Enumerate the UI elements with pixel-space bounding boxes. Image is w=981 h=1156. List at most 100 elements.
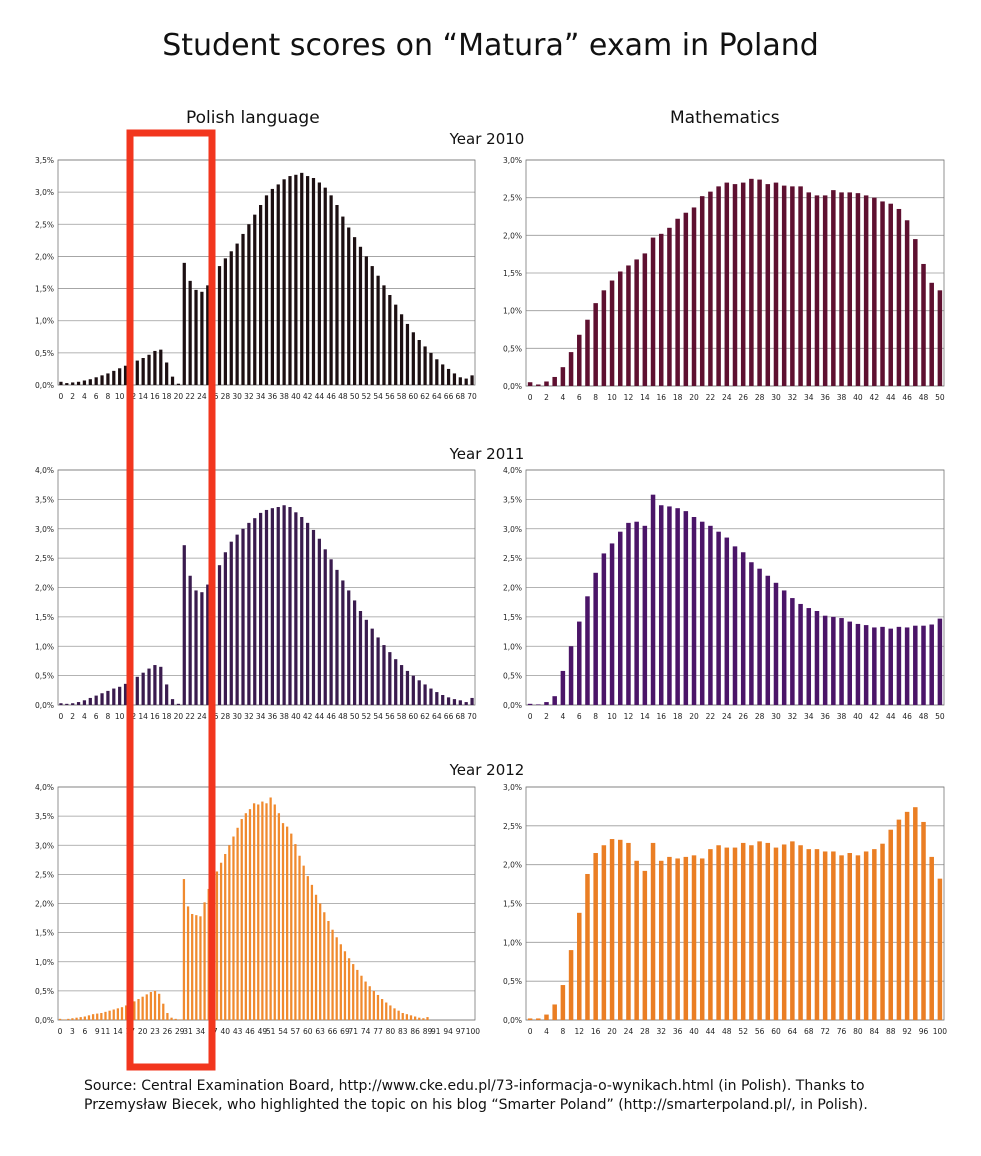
bar — [195, 915, 198, 1020]
x-tick-label: 66 — [444, 712, 454, 721]
x-tick-label: 16 — [150, 392, 160, 401]
y-tick-label: 1,0% — [35, 317, 54, 326]
bar — [76, 702, 81, 705]
bar — [170, 1017, 173, 1020]
bar — [339, 944, 342, 1020]
x-tick-label: 48 — [338, 712, 348, 721]
bar — [343, 951, 347, 1020]
bar — [394, 659, 398, 705]
x-tick-label: 86 — [410, 1027, 420, 1036]
bar — [206, 285, 210, 385]
bar — [265, 803, 268, 1020]
bar — [104, 1011, 107, 1020]
bar — [94, 377, 98, 385]
bar — [773, 582, 779, 705]
x-tick-label: 96 — [919, 1027, 929, 1036]
bar — [642, 870, 648, 1020]
y-tick-label: 0,0% — [503, 382, 522, 391]
bar — [397, 1010, 400, 1020]
bar — [300, 517, 304, 705]
bar — [658, 233, 664, 386]
bar — [176, 383, 181, 385]
bar — [261, 801, 264, 1020]
x-tick-label: 64 — [432, 392, 442, 401]
bar — [335, 937, 338, 1020]
x-tick-label: 50 — [350, 712, 360, 721]
x-tick-label: 6 — [82, 1027, 87, 1036]
page-title: Student scores on “Matura” exam in Polan… — [162, 28, 819, 63]
x-tick-label: 49 — [258, 1027, 268, 1036]
bar — [880, 843, 885, 1020]
bar — [319, 903, 322, 1020]
x-tick-label: 8 — [106, 712, 111, 721]
x-tick-label: 28 — [640, 1027, 650, 1036]
bar — [317, 182, 321, 385]
bar — [798, 603, 803, 705]
bar — [452, 373, 457, 385]
x-tick-label: 0 — [528, 1027, 533, 1036]
x-tick-label: 8 — [560, 1027, 565, 1036]
bar — [112, 688, 116, 705]
bar — [716, 845, 721, 1020]
bar — [650, 237, 656, 386]
y-tick-label: 2,0% — [503, 231, 522, 240]
bar — [153, 990, 157, 1020]
x-tick-label: 6 — [94, 392, 99, 401]
bar — [124, 1005, 128, 1020]
bar — [82, 380, 87, 385]
y-tick-label: 0,5% — [503, 672, 522, 681]
bar — [364, 981, 367, 1020]
bar — [929, 282, 934, 386]
bar — [839, 192, 844, 386]
x-tick-label: 16 — [656, 712, 666, 721]
x-tick-label: 28 — [221, 712, 231, 721]
bar — [552, 1004, 557, 1020]
x-tick-label: 72 — [820, 1027, 830, 1036]
bar — [317, 538, 321, 705]
x-tick-label: 14 — [640, 393, 650, 402]
bar — [806, 849, 812, 1020]
x-tick-label: 16 — [591, 1027, 601, 1036]
y-tick-label: 1,0% — [503, 307, 522, 316]
chart-math-2011: 0,0%0,5%1,0%1,5%2,0%2,5%3,0%3,5%4,0%0 2 4 6… — [503, 466, 945, 721]
x-tick-label: 40 — [853, 393, 863, 402]
bar — [839, 618, 844, 705]
bar — [593, 303, 598, 386]
bar — [417, 680, 421, 705]
x-tick-label: 8 — [593, 393, 598, 402]
bar — [847, 853, 852, 1020]
bar — [757, 568, 762, 705]
bar — [552, 696, 557, 705]
x-tick-label: 32 — [656, 1027, 666, 1036]
x-tick-label: 68 — [804, 1027, 814, 1036]
bar — [370, 266, 374, 385]
bar — [667, 506, 672, 705]
bar — [872, 197, 877, 386]
x-tick-label: 57 — [291, 1027, 301, 1036]
x-tick-label: 40 — [291, 392, 301, 401]
bar — [749, 845, 754, 1020]
bar — [536, 704, 541, 705]
bar — [282, 505, 286, 705]
bar — [724, 847, 730, 1020]
x-tick-label: 2 — [544, 712, 549, 721]
bar — [360, 975, 363, 1020]
bar — [699, 521, 705, 705]
x-tick-label: 44 — [706, 1027, 716, 1036]
bar — [364, 619, 368, 705]
bar — [310, 884, 314, 1020]
bar — [585, 596, 590, 705]
x-tick-label: 42 — [870, 393, 880, 402]
bar — [178, 1019, 181, 1020]
bar — [244, 813, 247, 1020]
bar — [277, 813, 281, 1020]
x-tick-label: 36 — [268, 392, 278, 401]
bar — [191, 913, 194, 1020]
bar — [888, 829, 893, 1020]
bar — [286, 826, 289, 1020]
bar — [634, 259, 639, 386]
bar — [740, 182, 746, 386]
x-tick-label: 34 — [256, 712, 266, 721]
bar — [691, 855, 697, 1020]
bar — [593, 853, 598, 1020]
